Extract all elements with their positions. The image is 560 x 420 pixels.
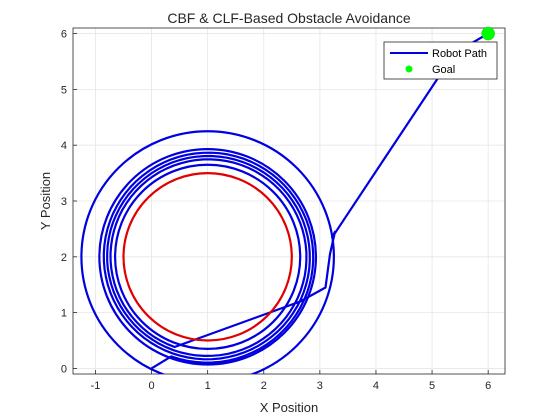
obstacle-circle [122, 171, 293, 342]
x-tick-label: 1 [205, 380, 211, 392]
x-tick-label: -1 [91, 380, 101, 392]
y-tick-label: 4 [61, 140, 67, 152]
legend-path-label: Robot Path [432, 48, 487, 60]
y-tick-label: 3 [61, 196, 67, 208]
x-tick-label: 3 [317, 380, 323, 392]
robot-path-ring [80, 130, 335, 374]
y-tick-label: 0 [61, 363, 67, 375]
x-tick-label: 2 [261, 380, 267, 392]
ticks: -1 0 1 2 3 4 5 6 0 1 2 3 4 5 6 [61, 29, 491, 392]
y-tick-label: 6 [61, 29, 67, 41]
y-tick-label: 5 [61, 84, 67, 96]
plot-area [80, 32, 489, 374]
x-tick-label: 4 [373, 380, 379, 392]
robot-path-ring [98, 148, 318, 366]
y-tick-label: 2 [61, 252, 67, 264]
x-tick-label: 0 [148, 380, 154, 392]
legend: Robot Path Goal [383, 41, 498, 80]
legend-box [383, 41, 498, 80]
robot-path-line [102, 32, 489, 370]
x-axis-label: X Position [260, 400, 319, 415]
goal-marker [481, 26, 495, 41]
robot-path-ring [113, 163, 302, 350]
y-axis-label: Y Position [38, 172, 53, 230]
legend-goal-swatch [405, 65, 413, 73]
x-tick-label: 5 [429, 380, 435, 392]
chart-title: CBF & CLF-Based Obstacle Avoidance [167, 10, 411, 26]
legend-goal-label: Goal [432, 64, 455, 76]
x-tick-label: 6 [485, 380, 491, 392]
y-tick-label: 1 [61, 308, 67, 320]
